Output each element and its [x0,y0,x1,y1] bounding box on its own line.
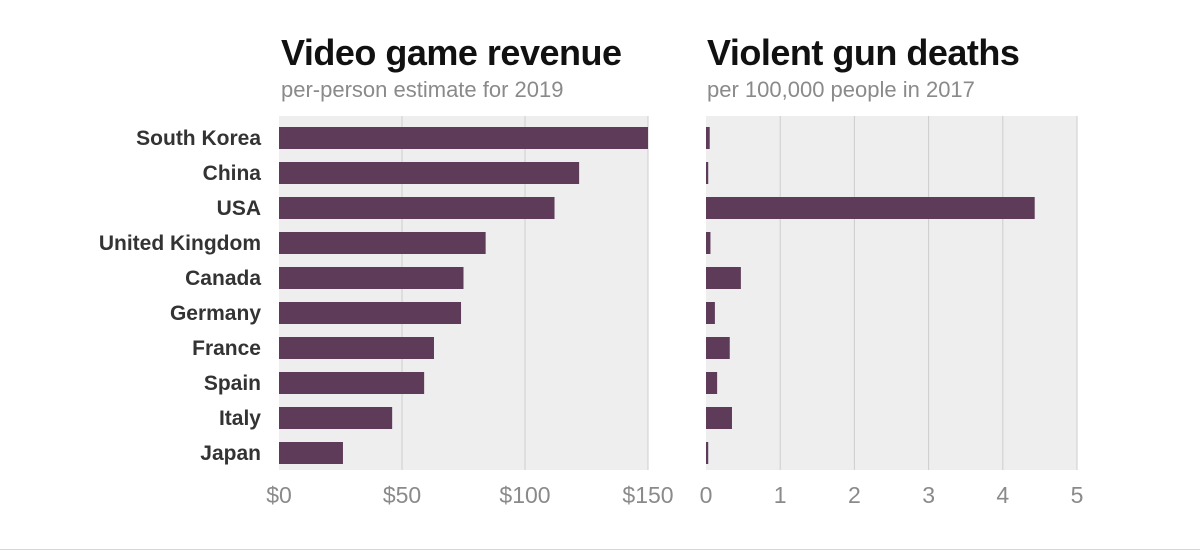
panel-0-bar-6 [279,337,434,359]
panel-1-bar-8 [706,407,732,429]
left-chart-title: Video game revenue [281,32,622,73]
panel-0-bar-8 [279,407,393,429]
panel-0-tick-label-2: $100 [499,482,550,508]
panel-0-bar-3 [279,232,486,254]
panel-0-tick-label-3: $150 [622,482,673,508]
panel-1-bar-9 [706,442,709,464]
panel-1-bar-1 [706,162,709,184]
category-label-4: Canada [185,267,261,290]
panel-0-bar-0 [279,127,648,149]
panel-0-bar-2 [279,197,555,219]
right-chart-title: Violent gun deaths [707,32,1020,73]
panel-1-tick-label-0: 0 [700,482,713,508]
right-chart-subtitle: per 100,000 people in 2017 [707,77,975,102]
panel-0-bar-9 [279,442,343,464]
panel-0-bar-4 [279,267,464,289]
panel-0-bar-5 [279,302,462,324]
panel-0-tick-label-0: $0 [266,482,292,508]
left-chart-subtitle: per-person estimate for 2019 [281,77,564,102]
panel-1-background [706,116,1077,470]
category-label-0: South Korea [136,127,261,150]
panel-0-bar-7 [279,372,425,394]
category-label-7: Spain [204,372,261,395]
category-label-6: France [192,337,261,360]
category-label-3: United Kingdom [99,232,261,255]
panel-1-bar-5 [706,302,715,324]
panel-0-tick-label-1: $50 [383,482,421,508]
panel-1-tick-label-2: 2 [848,482,861,508]
panel-1-tick-label-1: 1 [774,482,787,508]
panel-1-bar-0 [706,127,710,149]
bottom-divider [0,549,1200,550]
panel-1-bar-4 [706,267,741,289]
panel-1-tick-label-3: 3 [922,482,935,508]
panel-1-bar-7 [706,372,718,394]
panel-1-bar-3 [706,232,711,254]
panel-1-tick-label-5: 5 [1071,482,1084,508]
category-label-5: Germany [170,302,261,325]
category-label-2: USA [217,197,261,220]
category-label-1: China [203,162,262,185]
category-label-8: Italy [219,407,261,430]
panel-1-bar-6 [706,337,730,359]
panel-1-tick-label-4: 4 [996,482,1009,508]
panel-1-bar-2 [706,197,1035,219]
category-label-9: Japan [200,442,261,465]
panel-0-bar-1 [279,162,580,184]
